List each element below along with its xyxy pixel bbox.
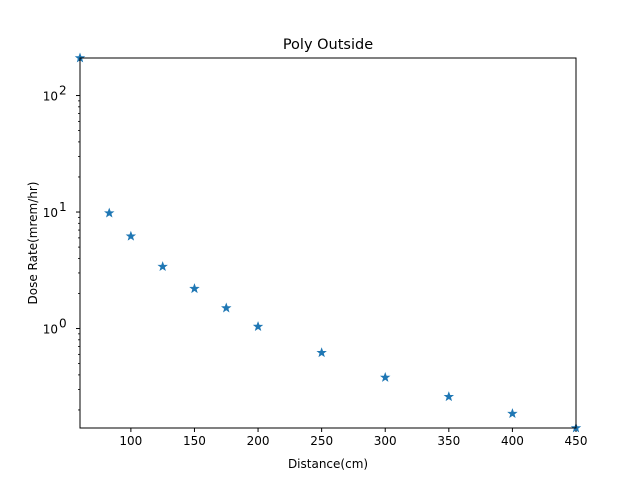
y-tick-exponent: 0 — [59, 317, 67, 331]
y-tick-base: 10 — [43, 323, 58, 337]
x-axis-ticks: 100 150 200 250 300 350 400 450 — [119, 428, 587, 448]
data-point — [443, 391, 455, 402]
x-tick-label: 350 — [437, 434, 460, 448]
y-tick-label: 10 — [43, 90, 58, 104]
data-point — [104, 207, 115, 218]
y-tick-exponent: 1 — [59, 200, 67, 214]
data-point — [380, 372, 391, 382]
x-axis-label: Distance(cm) — [288, 457, 368, 471]
data-point — [189, 283, 200, 294]
data-point — [221, 302, 232, 313]
x-tick-label: 300 — [374, 434, 397, 448]
data-point — [507, 408, 518, 419]
data-point — [125, 230, 137, 241]
x-tick-label: 400 — [501, 434, 524, 448]
x-tick-label: 150 — [183, 434, 206, 448]
x-tick-label: 450 — [565, 434, 588, 448]
y-tick-exponent: 2 — [59, 84, 67, 98]
y-tick-label: 10 — [43, 323, 58, 337]
chart-title: Poly Outside — [283, 37, 373, 53]
x-tick-label: 100 — [119, 434, 142, 448]
y-axis-label: Dose Rate(mrem/hr) — [26, 182, 40, 305]
x-tick-label: 250 — [310, 434, 333, 448]
data-point — [316, 347, 327, 358]
plot-area — [80, 58, 576, 428]
data-point — [252, 321, 264, 331]
x-tick-label: 200 — [247, 434, 270, 448]
y-tick-base: 10 — [43, 90, 58, 104]
y-tick-base: 10 — [43, 206, 58, 220]
data-point — [157, 261, 168, 272]
y-tick-label: 10 — [43, 206, 58, 220]
plot-frame — [79, 57, 577, 429]
